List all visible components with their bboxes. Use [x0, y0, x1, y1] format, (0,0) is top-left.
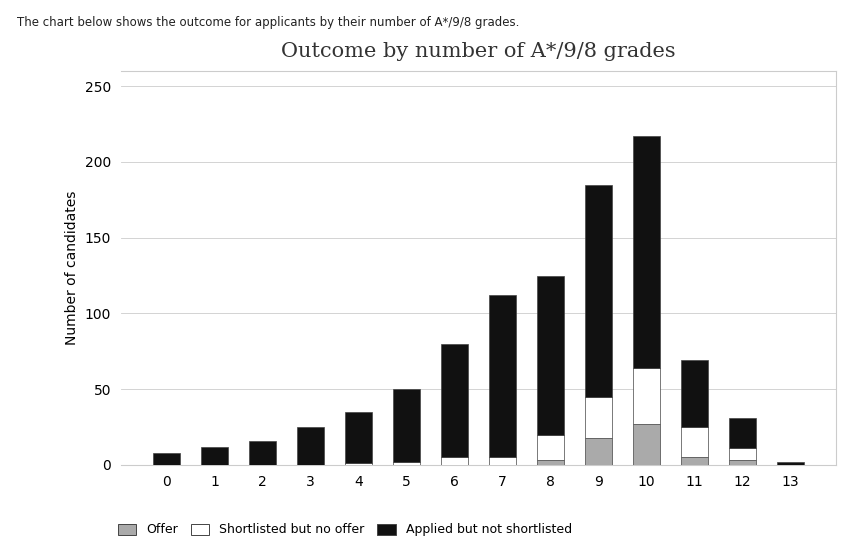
Bar — [728, 449, 755, 461]
Text: The chart below shows the outcome for applicants by their number of A*/9/8 grade: The chart below shows the outcome for ap… — [17, 16, 519, 30]
Bar — [680, 427, 707, 457]
Bar — [680, 457, 707, 465]
Bar — [489, 295, 515, 457]
Bar — [777, 462, 802, 465]
Title: Outcome by number of A*/9/8 grades: Outcome by number of A*/9/8 grades — [281, 42, 675, 61]
Bar — [249, 441, 276, 465]
Bar — [393, 389, 419, 462]
Bar — [585, 185, 611, 397]
Bar — [585, 397, 611, 438]
Bar — [297, 427, 323, 465]
Bar — [728, 461, 755, 465]
Bar — [153, 453, 179, 465]
Bar — [201, 447, 227, 465]
Bar — [344, 463, 371, 465]
Bar — [633, 368, 659, 424]
Bar — [536, 461, 563, 465]
Bar — [393, 462, 419, 465]
Y-axis label: Number of candidates: Number of candidates — [65, 191, 79, 345]
Bar — [585, 438, 611, 465]
Bar — [633, 424, 659, 465]
Bar — [441, 457, 467, 465]
Bar — [536, 276, 563, 435]
Bar — [536, 435, 563, 461]
Bar — [441, 344, 467, 457]
Bar — [728, 418, 755, 449]
Bar — [344, 412, 371, 463]
Bar — [489, 457, 515, 465]
Legend: Offer, Shortlisted but no offer, Applied but not shortlisted: Offer, Shortlisted but no offer, Applied… — [113, 519, 576, 542]
Bar — [633, 136, 659, 368]
Bar — [680, 360, 707, 427]
